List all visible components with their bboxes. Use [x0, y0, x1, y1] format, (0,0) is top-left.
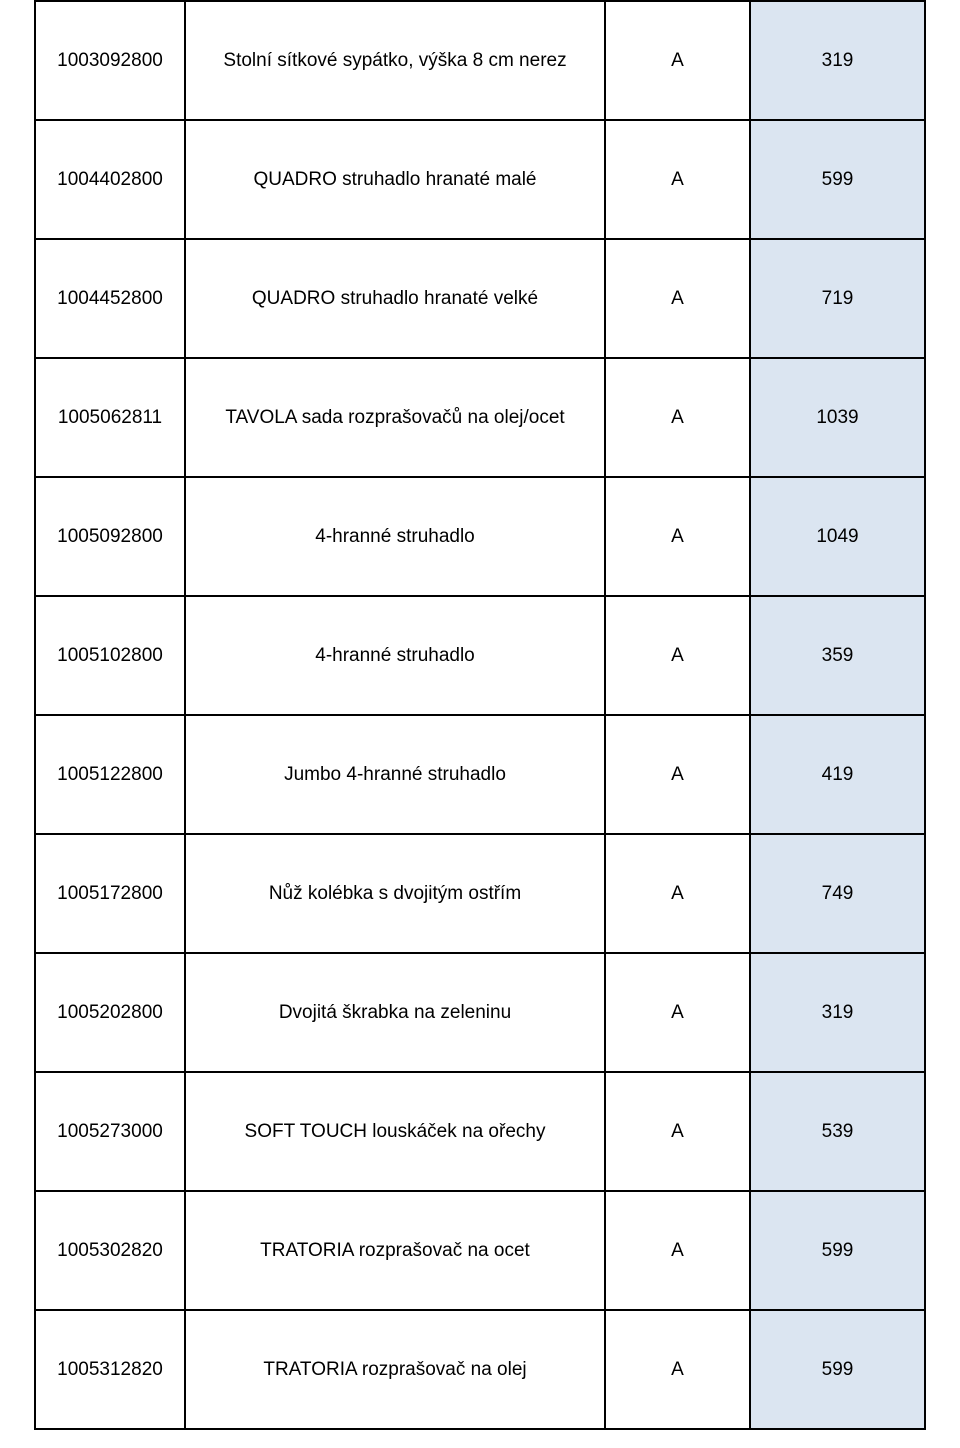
cell-cat: A — [605, 1072, 750, 1191]
cell-cat: A — [605, 715, 750, 834]
cell-cat: A — [605, 358, 750, 477]
cell-price: 1049 — [750, 477, 925, 596]
table-row: 1005172800 Nůž kolébka s dvojitým ostřím… — [35, 834, 925, 953]
cell-cat: A — [605, 1191, 750, 1310]
cell-price: 599 — [750, 1191, 925, 1310]
table-row: 1003092800 Stolní sítkové sypátko, výška… — [35, 1, 925, 120]
cell-id: 1004452800 — [35, 239, 185, 358]
cell-desc: TRATORIA rozprašovač na olej — [185, 1310, 605, 1429]
cell-price: 319 — [750, 1, 925, 120]
cell-id: 1004402800 — [35, 120, 185, 239]
cell-id: 1005302820 — [35, 1191, 185, 1310]
cell-price: 749 — [750, 834, 925, 953]
cell-cat: A — [605, 120, 750, 239]
table-row: 1005273000 SOFT TOUCH louskáček na ořech… — [35, 1072, 925, 1191]
cell-desc: Dvojitá škrabka na zeleninu — [185, 953, 605, 1072]
cell-cat: A — [605, 239, 750, 358]
cell-id: 1003092800 — [35, 1, 185, 120]
cell-id: 1005172800 — [35, 834, 185, 953]
cell-id: 1005102800 — [35, 596, 185, 715]
table-row: 1005102800 4-hranné struhadlo A 359 — [35, 596, 925, 715]
table-row: 1004402800 QUADRO struhadlo hranaté malé… — [35, 120, 925, 239]
cell-desc: TAVOLA sada rozprašovačů na olej/ocet — [185, 358, 605, 477]
cell-desc: 4-hranné struhadlo — [185, 477, 605, 596]
cell-desc: Nůž kolébka s dvojitým ostřím — [185, 834, 605, 953]
cell-id: 1005202800 — [35, 953, 185, 1072]
cell-id: 1005062811 — [35, 358, 185, 477]
table-row: 1005062811 TAVOLA sada rozprašovačů na o… — [35, 358, 925, 477]
cell-desc: SOFT TOUCH louskáček na ořechy — [185, 1072, 605, 1191]
table-row: 1004452800 QUADRO struhadlo hranaté velk… — [35, 239, 925, 358]
table-row: 1005302820 TRATORIA rozprašovač na ocet … — [35, 1191, 925, 1310]
table-row: 1005092800 4-hranné struhadlo A 1049 — [35, 477, 925, 596]
cell-price: 419 — [750, 715, 925, 834]
cell-desc: QUADRO struhadlo hranaté malé — [185, 120, 605, 239]
cell-price: 599 — [750, 120, 925, 239]
cell-price: 359 — [750, 596, 925, 715]
cell-cat: A — [605, 1, 750, 120]
product-table: 1003092800 Stolní sítkové sypátko, výška… — [34, 0, 926, 1430]
cell-desc: Stolní sítkové sypátko, výška 8 cm nerez — [185, 1, 605, 120]
cell-cat: A — [605, 953, 750, 1072]
cell-desc: QUADRO struhadlo hranaté velké — [185, 239, 605, 358]
cell-cat: A — [605, 477, 750, 596]
cell-id: 1005122800 — [35, 715, 185, 834]
cell-price: 319 — [750, 953, 925, 1072]
cell-id: 1005273000 — [35, 1072, 185, 1191]
cell-desc: 4-hranné struhadlo — [185, 596, 605, 715]
cell-cat: A — [605, 596, 750, 715]
table-row: 1005122800 Jumbo 4-hranné struhadlo A 41… — [35, 715, 925, 834]
cell-id: 1005312820 — [35, 1310, 185, 1429]
cell-id: 1005092800 — [35, 477, 185, 596]
page: 1003092800 Stolní sítkové sypátko, výška… — [0, 0, 960, 1448]
cell-desc: TRATORIA rozprašovač na ocet — [185, 1191, 605, 1310]
cell-cat: A — [605, 1310, 750, 1429]
table-row: 1005202800 Dvojitá škrabka na zeleninu A… — [35, 953, 925, 1072]
cell-price: 1039 — [750, 358, 925, 477]
cell-price: 719 — [750, 239, 925, 358]
cell-desc: Jumbo 4-hranné struhadlo — [185, 715, 605, 834]
table-row: 1005312820 TRATORIA rozprašovač na olej … — [35, 1310, 925, 1429]
cell-price: 539 — [750, 1072, 925, 1191]
cell-cat: A — [605, 834, 750, 953]
cell-price: 599 — [750, 1310, 925, 1429]
